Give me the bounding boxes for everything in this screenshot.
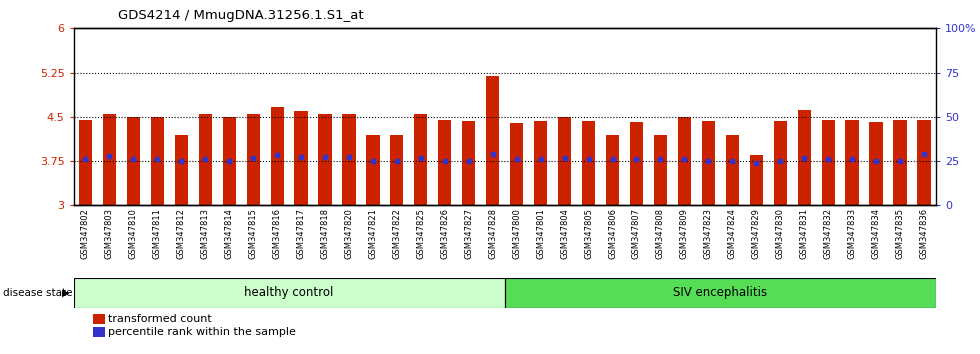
Bar [510,123,523,205]
Bar [846,120,858,205]
Bar [702,121,714,205]
Bar [654,135,667,205]
Text: disease state: disease state [3,288,73,298]
Text: SIV encephalitis: SIV encephalitis [673,286,767,299]
Bar [773,121,787,205]
Bar [103,114,116,205]
Text: GDS4214 / MmugDNA.31256.1.S1_at: GDS4214 / MmugDNA.31256.1.S1_at [118,9,364,22]
Text: healthy control: healthy control [244,286,334,299]
Bar [438,120,452,205]
Bar [558,117,571,205]
Bar [582,121,595,205]
Bar [798,110,810,205]
Bar [917,120,930,205]
Bar [750,155,762,205]
Text: ▶: ▶ [62,288,70,298]
Text: transformed count: transformed count [108,314,212,324]
Bar [318,114,331,205]
Bar [222,117,236,205]
Bar [367,135,379,205]
Bar [415,114,427,205]
Bar [390,135,404,205]
Bar [678,117,691,205]
Bar [821,120,835,205]
Bar [126,117,140,205]
Bar [270,107,283,205]
Bar [486,75,499,205]
Bar [869,121,883,205]
Bar [78,120,92,205]
Bar [630,121,643,205]
Bar [151,117,164,205]
Bar [463,121,475,205]
Bar [174,135,188,205]
Bar [247,114,260,205]
Bar [725,135,739,205]
Bar [199,114,212,205]
Bar [894,120,906,205]
Bar [534,121,547,205]
Bar [294,111,308,205]
Bar [342,114,356,205]
Text: percentile rank within the sample: percentile rank within the sample [108,327,296,337]
Bar [606,135,619,205]
Bar [74,278,505,308]
Bar [505,278,936,308]
